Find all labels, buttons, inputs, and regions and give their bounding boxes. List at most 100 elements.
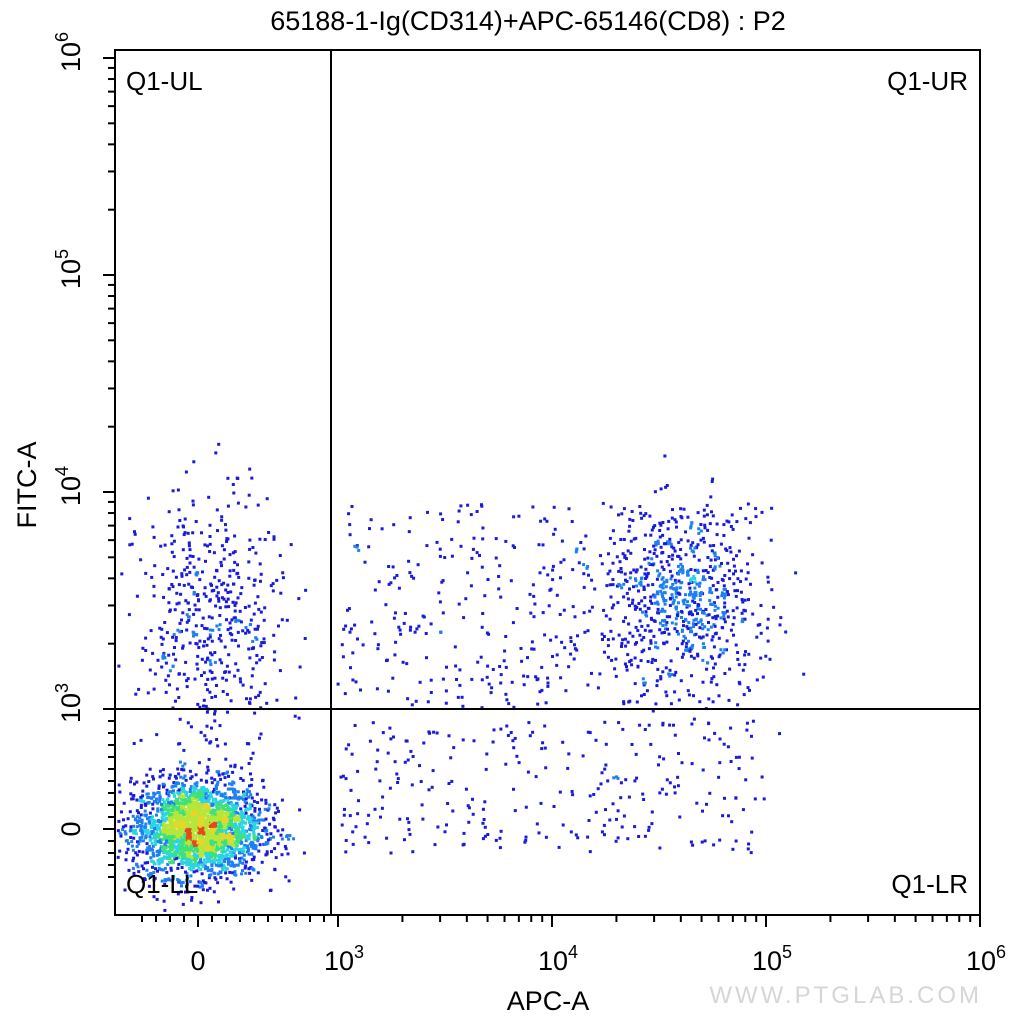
event-dot (690, 577, 694, 581)
event-dot (212, 871, 216, 875)
event-dot (662, 597, 666, 601)
event-dot (713, 632, 717, 636)
event-dot (129, 792, 133, 796)
event-dot (198, 824, 202, 828)
event-dot (143, 809, 147, 813)
event-dot (714, 617, 718, 621)
event-dot (689, 543, 693, 547)
event-dot (217, 597, 221, 601)
event-dot (396, 777, 400, 781)
event-dot (735, 554, 738, 558)
event-dot (242, 831, 246, 835)
event-dot (660, 565, 664, 569)
event-dot (631, 519, 635, 522)
event-dot (669, 585, 673, 589)
event-dot (182, 525, 185, 529)
event-dot (155, 850, 159, 854)
event-dot (479, 655, 483, 659)
event-dot (563, 646, 567, 650)
event-dot (219, 876, 223, 879)
event-dot (242, 853, 246, 857)
event-dot (154, 867, 157, 871)
event-dot (643, 596, 647, 600)
event-dot (209, 852, 213, 856)
event-dot (184, 812, 188, 816)
event-dot (250, 852, 254, 856)
event-dot (278, 669, 282, 673)
event-dot (570, 520, 574, 523)
event-dot (630, 601, 634, 605)
event-dot (653, 524, 657, 528)
event-dot (186, 811, 190, 815)
event-dot (208, 523, 212, 527)
event-dot (165, 830, 169, 834)
event-dot (159, 820, 163, 823)
event-dot (632, 537, 636, 541)
event-dot (703, 526, 707, 530)
event-dot (144, 636, 148, 640)
event-dot (736, 657, 740, 661)
event-dot (509, 731, 513, 734)
event-dot (438, 547, 442, 551)
event-dot (679, 557, 683, 561)
event-dot (702, 514, 706, 518)
event-dot (617, 721, 621, 725)
event-dot (649, 595, 653, 599)
event-dot (643, 834, 647, 838)
event-dot (551, 655, 554, 658)
event-dot (215, 738, 219, 741)
event-dot (229, 821, 233, 825)
event-dot (179, 890, 183, 894)
event-dot (169, 790, 172, 794)
event-dot (169, 800, 173, 804)
event-dot (652, 634, 656, 638)
event-dot (167, 857, 171, 860)
event-dot (256, 839, 260, 843)
event-dot (185, 874, 189, 877)
event-dot (587, 573, 590, 577)
event-dot (392, 523, 396, 527)
event-dot (241, 820, 245, 824)
event-dot (130, 797, 134, 801)
event-dot (723, 601, 727, 605)
event-dot (141, 850, 145, 854)
event-dot (634, 579, 638, 583)
event-dot (137, 687, 141, 691)
event-dot (398, 628, 402, 632)
event-dot (262, 818, 266, 822)
event-dot (701, 809, 704, 813)
event-dot (233, 822, 237, 826)
event-dot (636, 629, 640, 633)
event-dot (218, 830, 222, 834)
event-dot (180, 618, 183, 622)
event-dot (653, 601, 657, 605)
event-dot (247, 576, 251, 580)
event-dot (637, 602, 641, 605)
event-dot (155, 853, 159, 857)
event-dot (253, 823, 256, 827)
event-dot (172, 789, 175, 793)
event-dot (256, 595, 260, 599)
event-dot (456, 520, 460, 524)
event-dot (177, 855, 181, 859)
event-dot (615, 584, 619, 588)
event-dot (256, 503, 260, 507)
event-dot (163, 801, 167, 805)
event-dot (695, 801, 699, 805)
event-dot (639, 565, 643, 569)
event-dot (381, 795, 385, 799)
event-dot (197, 866, 201, 870)
event-dot (192, 565, 196, 569)
event-dot (204, 796, 208, 800)
event-dot (146, 828, 150, 832)
event-dot (209, 651, 212, 655)
event-dot (616, 809, 620, 813)
event-dot (674, 617, 678, 621)
event-dot (193, 789, 197, 793)
event-dot (214, 604, 218, 608)
event-dot (654, 543, 658, 547)
event-dot (222, 557, 226, 561)
event-dot (225, 823, 229, 827)
event-dot (265, 832, 269, 836)
event-dot (545, 519, 549, 523)
